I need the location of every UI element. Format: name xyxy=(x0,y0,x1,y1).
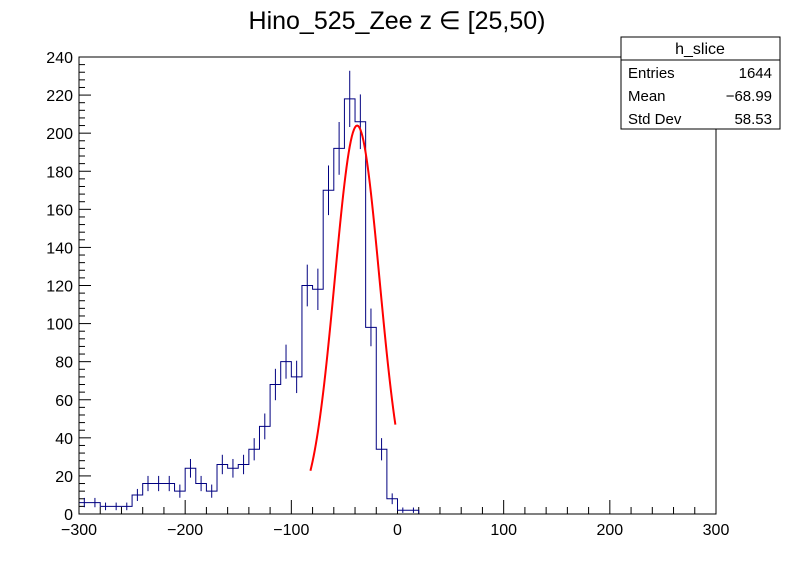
x-axis: −300 −200 −100 0 100 200 300 xyxy=(61,500,729,539)
stats-entries-label: Entries xyxy=(628,65,675,82)
y-tick-label: 120 xyxy=(46,279,73,296)
x-tick-label: 200 xyxy=(596,522,623,539)
stats-box-name: h_slice xyxy=(675,41,725,58)
chart-title: Hino_525_Zee z ∈ [25,50) xyxy=(249,7,546,35)
y-tick-label: 180 xyxy=(46,164,73,181)
plot-frame xyxy=(78,56,717,515)
y-tick-label: 140 xyxy=(46,240,73,257)
x-tick-label: 100 xyxy=(490,522,517,539)
y-tick-label: 160 xyxy=(46,202,73,219)
stats-box: h_slice Entries 1644 Mean −68.99 Std Dev… xyxy=(620,36,781,130)
y-tick-label: 80 xyxy=(55,355,73,372)
x-tick-label: 300 xyxy=(703,522,730,539)
x-tick-label: 0 xyxy=(393,522,402,539)
gaussian-fit-curve xyxy=(309,124,397,471)
y-tick-label: 100 xyxy=(46,317,73,334)
x-tick-label: −100 xyxy=(273,522,309,539)
stats-stddev-label: Std Dev xyxy=(628,111,682,128)
stats-box-frame xyxy=(620,36,781,130)
y-tick-label: 20 xyxy=(55,469,73,486)
y-tick-label: 60 xyxy=(55,393,73,410)
y-tick-label: 220 xyxy=(46,88,73,105)
y-axis: 0 20 40 60 80 100 120 140 160 180 200 220 240 xyxy=(46,50,91,524)
y-tick-label: 40 xyxy=(55,431,73,448)
y-tick-label: 240 xyxy=(46,50,73,67)
stats-mean-label: Mean xyxy=(628,88,666,105)
x-tick-label: −200 xyxy=(167,522,203,539)
y-tick-label: 0 xyxy=(64,507,73,524)
x-tick-label: −300 xyxy=(61,522,97,539)
stats-stddev-value: 58.53 xyxy=(734,111,772,128)
stats-entries-value: 1644 xyxy=(739,65,772,82)
y-tick-label: 200 xyxy=(46,126,73,143)
stats-mean-value: −68.99 xyxy=(726,88,772,105)
